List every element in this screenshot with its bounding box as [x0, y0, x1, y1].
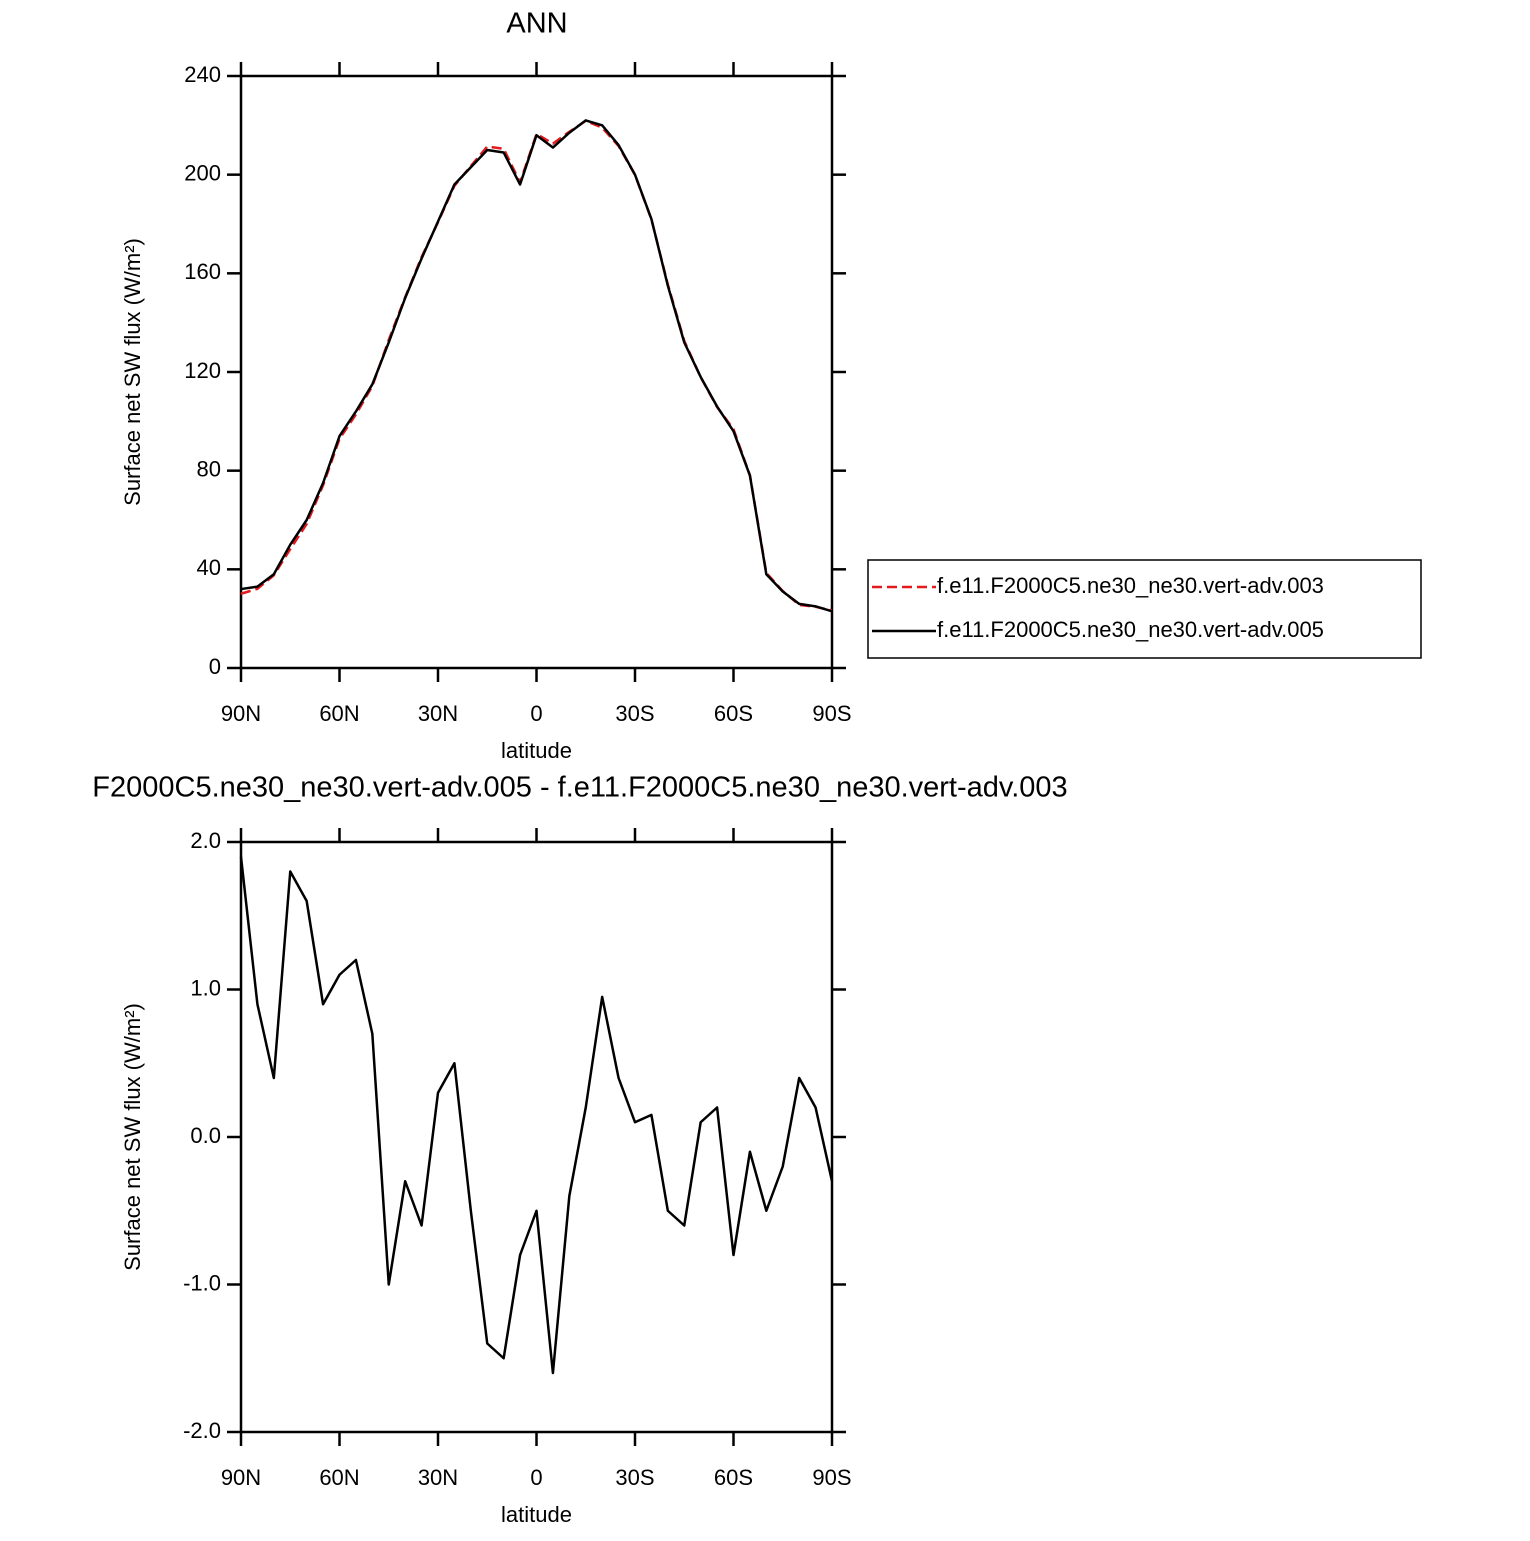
legend-label: f.e11.F2000C5.ne30_ne30.vert-adv.003: [937, 573, 1324, 598]
y-tick-label: -1.0: [183, 1270, 221, 1295]
y-tick-label: 0: [209, 654, 221, 679]
x-tick-label: 60N: [319, 701, 359, 726]
x-tick-label: 30N: [418, 701, 458, 726]
y-tick-label: 0.0: [190, 1123, 221, 1148]
y-axis-label: Surface net SW flux (W/m²): [120, 238, 145, 506]
x-axis-label: latitude: [501, 738, 572, 763]
y-tick-label: 160: [184, 259, 221, 284]
legend-label: f.e11.F2000C5.ne30_ne30.vert-adv.005: [937, 617, 1324, 642]
y-tick-label: 40: [197, 555, 221, 580]
y-tick-label: 1.0: [190, 975, 221, 1000]
y-tick-label: 120: [184, 358, 221, 383]
x-tick-label: 90N: [221, 1465, 261, 1490]
y-tick-label: 240: [184, 62, 221, 87]
x-tick-label: 30S: [615, 1465, 654, 1490]
x-tick-label: 30S: [615, 701, 654, 726]
series-line: [240, 119, 833, 612]
y-tick-label: 200: [184, 160, 221, 185]
x-tick-label: 60S: [714, 1465, 753, 1490]
y-axis-label: Surface net SW flux (W/m²): [120, 1003, 145, 1271]
x-axis-label: latitude: [501, 1502, 572, 1527]
series-line: [240, 119, 833, 613]
x-tick-label: 60N: [319, 1465, 359, 1490]
x-tick-label: 0: [530, 701, 542, 726]
legend-box: [867, 559, 1422, 659]
x-tick-label: 90S: [812, 1465, 851, 1490]
x-tick-label: 90S: [812, 701, 851, 726]
x-tick-label: 90N: [221, 701, 261, 726]
x-tick-label: 30N: [418, 1465, 458, 1490]
x-tick-label: 60S: [714, 701, 753, 726]
y-tick-label: -2.0: [183, 1418, 221, 1443]
y-tick-label: 80: [197, 456, 221, 481]
chart-title: ANN: [506, 8, 567, 40]
y-tick-label: 2.0: [190, 828, 221, 853]
plot-frame: [239, 840, 834, 1434]
plot-frame: [239, 74, 834, 670]
series-line: [239, 856, 834, 1375]
x-tick-label: 0: [530, 1465, 542, 1490]
chart-title: F2000C5.ne30_ne30.vert-adv.005 - f.e11.F…: [92, 772, 1067, 804]
